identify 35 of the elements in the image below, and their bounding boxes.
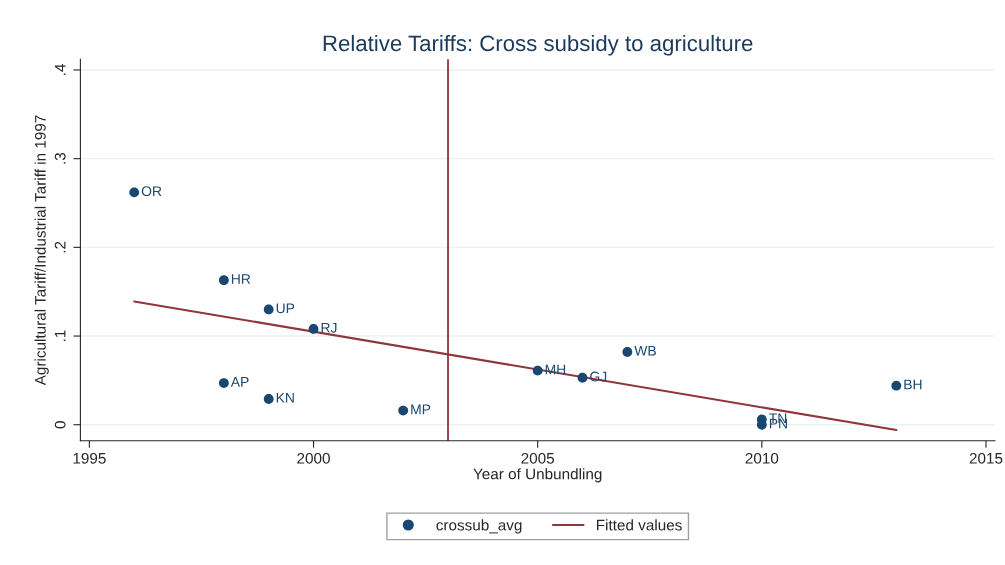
x-tick-label: 2015 [969,452,1003,464]
point [263,394,274,404]
annotation: KN [276,393,294,403]
annotation: OR [141,186,162,197]
point [532,365,543,376]
chart-title: Relative Tariffs: Cross subsidy to agriculture [323,34,753,56]
y-tick-label: 0 [54,421,66,429]
y-tick-label: .1 [54,330,66,342]
point [891,380,902,391]
y-axis-title: Agricultural Tariff/Industrial Tariff in 1997 [34,115,49,386]
x-axis-title: Year of Unbundling [473,468,602,483]
y-tick-label: .2 [54,241,66,253]
x-tick-label: 2000 [297,452,330,464]
point [218,378,229,388]
point [308,324,319,334]
annotation: RJ [321,322,337,333]
x-tick-label: 2010 [745,452,779,464]
annotation: BH [904,379,922,390]
point [398,405,409,416]
point [218,275,229,286]
annotation: MP [411,404,431,415]
annotation: HR [231,274,251,284]
point [622,347,633,357]
annotation: UP [276,303,295,314]
x-tick-label: 2005 [521,452,555,464]
point [129,187,140,198]
y-tick-label: .4 [54,64,66,75]
x-tick-label: 1995 [73,452,106,464]
annotation: AP [230,377,249,387]
legend-label: crossub_avg [436,519,522,534]
annotation: WB [634,346,656,356]
point [577,372,588,383]
legend-label: Fitted values [596,519,682,531]
y-tick-label: .3 [54,152,66,164]
point [263,304,274,315]
